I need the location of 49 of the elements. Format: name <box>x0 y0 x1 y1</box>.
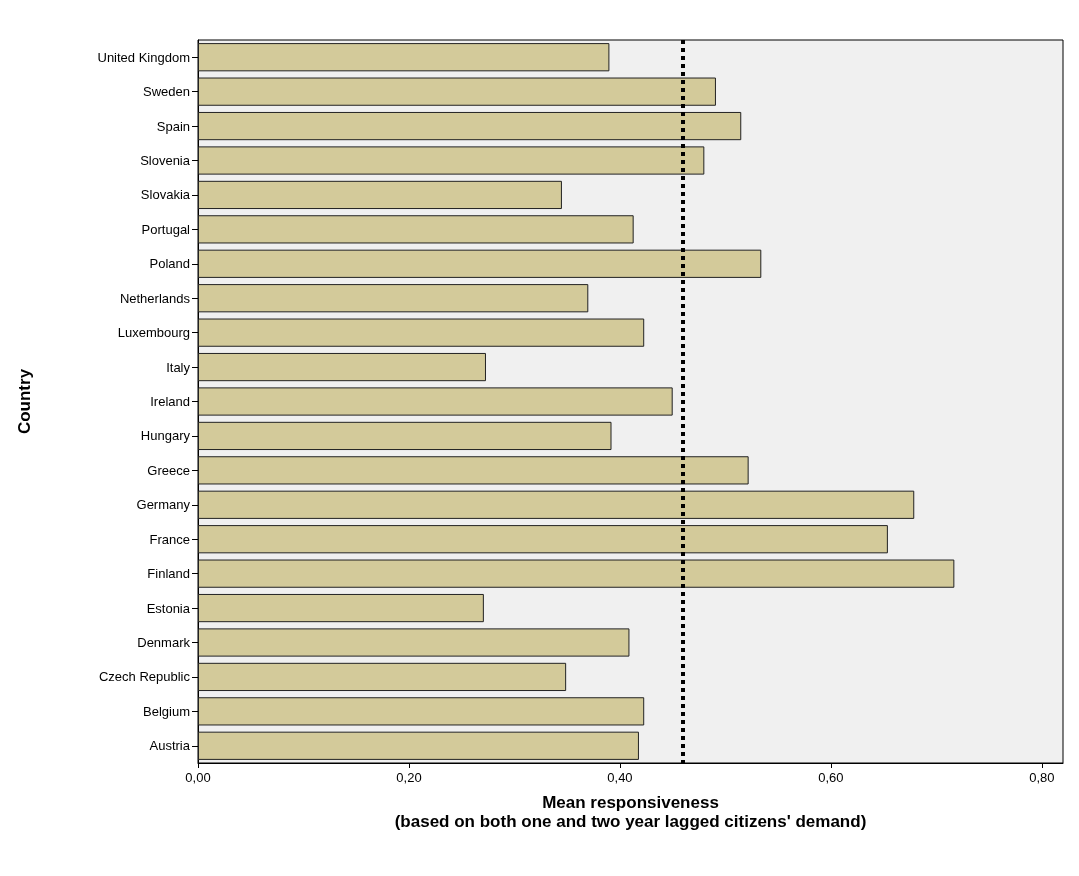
y-tick-label: Sweden <box>143 84 190 100</box>
bar <box>198 525 888 554</box>
y-tick-label: Slovakia <box>140 187 191 203</box>
y-tick-label: Czech Republic <box>98 669 191 685</box>
bar <box>198 559 955 588</box>
y-tick-label: France <box>149 531 190 547</box>
bar <box>198 111 742 141</box>
y-tick-label: Greece <box>147 462 190 478</box>
bar <box>198 146 705 175</box>
y-tick-label: Netherlands <box>119 290 191 306</box>
bar <box>198 456 749 485</box>
bar <box>198 77 716 106</box>
bar <box>198 215 634 244</box>
bar <box>198 662 567 692</box>
x-tick-label: 0,80 <box>1029 770 1055 785</box>
y-tick-label: Slovenia <box>140 153 191 168</box>
bar <box>198 628 630 657</box>
bar <box>198 421 612 451</box>
x-tick-label: 0,60 <box>818 770 844 785</box>
bar <box>198 731 639 760</box>
y-tick-label: Italy <box>166 359 191 375</box>
y-axis-title: Country <box>15 368 34 435</box>
bar <box>198 180 562 210</box>
y-tick-label: Finland <box>147 566 190 582</box>
bar <box>198 43 610 72</box>
bar <box>198 490 915 519</box>
y-tick-label: Ireland <box>150 394 190 409</box>
x-tick-label: 0,20 <box>396 770 422 785</box>
y-tick-label: Germany <box>136 497 191 513</box>
y-tick-label: Poland <box>149 256 190 272</box>
bar <box>198 387 673 416</box>
y-tick-label: Belgium <box>143 703 190 719</box>
y-tick-label: Estonia <box>146 600 191 616</box>
y-tick-label: United Kingdom <box>97 49 190 65</box>
y-tick-label: Portugal <box>141 221 191 237</box>
bar <box>198 249 762 278</box>
bar <box>198 352 486 382</box>
x-tick-label: 0,40 <box>607 770 633 785</box>
x-tick-label: 0,00 <box>185 770 211 785</box>
bar <box>198 697 645 726</box>
y-tick-label: Denmark <box>137 635 191 650</box>
y-tick-label: Spain <box>156 118 190 134</box>
bar <box>198 318 645 347</box>
bar <box>198 593 484 623</box>
y-tick-label: Luxembourg <box>117 325 190 341</box>
y-tick-label: Austria <box>149 738 191 754</box>
x-axis-title: Mean responsiveness (based on both one and two year lagged citizens' demand) <box>394 793 867 831</box>
bar <box>198 284 589 313</box>
y-tick-label: Hungary <box>140 428 191 444</box>
